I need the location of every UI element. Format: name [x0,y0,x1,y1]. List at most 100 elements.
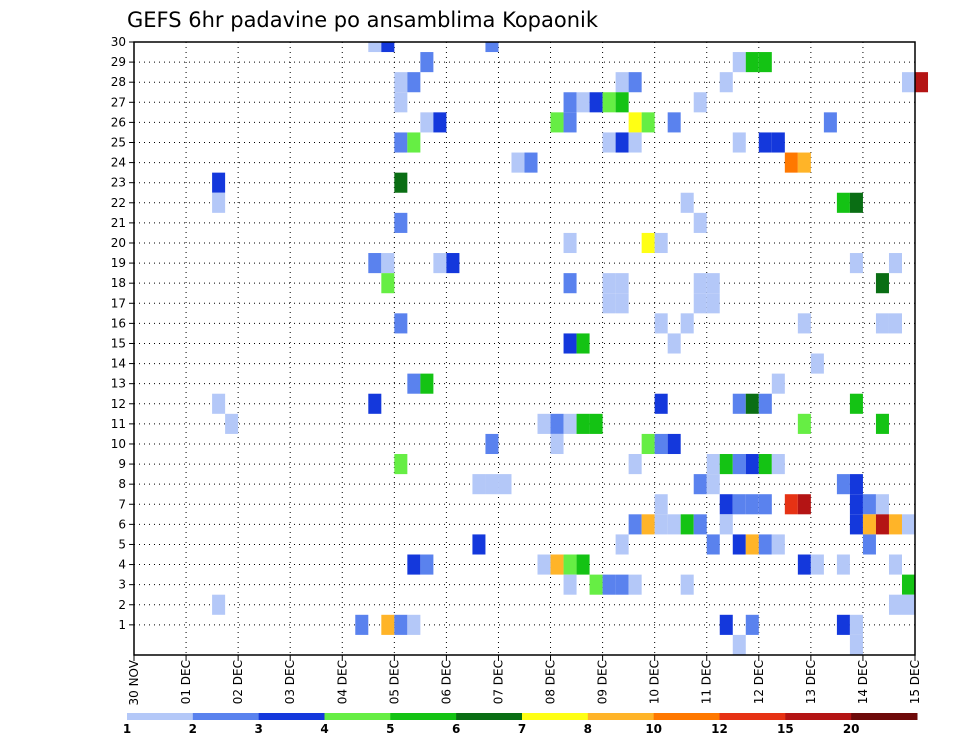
x-tick-label: 03 DEC [283,660,297,704]
y-tick-label: 15 [111,336,126,350]
heatmap-cell [212,393,226,414]
y-tick-label: 7 [118,497,126,511]
y-tick-label: 27 [111,95,126,109]
heatmap-cell [628,514,642,535]
heatmap-cell [615,132,629,153]
legend-label: 20 [843,722,860,736]
heatmap-cell [875,413,889,434]
heatmap-cell [563,112,577,133]
heatmap-cell [810,554,824,575]
legend-swatch [192,713,260,720]
heatmap-cell [420,112,434,133]
heatmap-cell [693,273,707,294]
heatmap-cell [550,413,564,434]
y-tick-label: 9 [118,457,126,471]
heatmap-cell [745,393,759,414]
heatmap-cell [641,232,655,254]
heatmap-cell [368,253,382,274]
heatmap-cell [771,373,785,394]
heatmap-cell [901,594,915,615]
heatmap-cell [849,192,863,213]
plot-frame [133,41,916,656]
heatmap-cell [836,554,850,575]
heatmap-cell [706,474,720,495]
heatmap-cell [368,393,382,414]
heatmap-cell [641,112,655,133]
legend-label: 15 [777,722,794,736]
heatmap-cell [602,273,616,294]
legend-label: 3 [254,722,262,736]
heatmap-cell [563,574,577,595]
heatmap-cell [589,413,603,434]
legend-label: 6 [452,722,460,736]
y-tick-label: 17 [111,296,126,310]
heatmap-cell [628,112,642,133]
heatmap-cell [849,393,863,414]
heatmap-cell [719,614,733,635]
heatmap-cell [589,92,603,113]
y-tick-label: 6 [118,517,126,531]
heatmap-cell [576,92,590,113]
legend-label: 7 [518,722,526,736]
heatmap-cell [888,554,902,575]
y-tick-label: 11 [111,417,126,431]
heatmap-cell [797,494,811,515]
y-axis: 1234567891011121314151617181920212223242… [111,35,134,632]
y-tick-label: 10 [111,437,126,451]
heatmap-cell [797,413,811,434]
color-legend: 1 2 3 4 5 6 7 8 10 12 15 20 [123,713,918,736]
heatmap-cell [888,594,902,615]
heatmap-cell [355,614,369,635]
heatmap-cell [719,454,733,475]
heatmap-cell [212,172,226,193]
heatmap-cell [667,514,681,535]
x-tick-label: 01 DEC [179,660,193,704]
heatmap-cell [394,92,408,113]
y-tick-label: 20 [111,236,126,250]
legend-label: 1 [123,722,131,736]
y-tick-label: 19 [111,256,126,270]
heatmap-cell [732,52,746,73]
heatmap-cell [433,253,447,274]
heatmap-cell [407,614,421,635]
heatmap-cell [745,614,759,635]
x-axis: 30 NOV 01 DEC 02 DEC 03 DEC 04 DEC 05 DEC 06 D… [127,655,922,706]
heatmap-cell [667,433,681,455]
y-tick-label: 16 [111,316,126,330]
heatmap-cell [797,313,811,334]
legend-label: 8 [584,722,592,736]
legend-label: 2 [189,722,197,736]
heatmap-cell [758,393,772,414]
heatmap-cell [654,393,668,414]
heatmap-cell [862,494,876,515]
heatmap-cell [420,373,434,394]
heatmap-cell [797,152,811,173]
heatmap-cell [901,72,915,93]
heatmap-cell [875,494,889,515]
y-tick-label: 26 [111,115,126,129]
x-tick-label: 12 DEC [752,660,766,704]
y-tick-label: 8 [118,477,126,491]
heatmap-cell [849,614,863,635]
heatmap-cell [849,494,863,515]
data-cells [212,42,929,655]
heatmap-cell [706,293,720,314]
heatmap-cell [758,454,772,475]
heatmap-cell [888,313,902,334]
heatmap-cell [706,534,720,555]
heatmap-cell [797,554,811,575]
heatmap-cell [719,494,733,515]
y-tick-label: 24 [111,156,126,170]
x-tick-label: 11 DEC [700,660,714,704]
heatmap-cell [615,534,629,555]
y-tick-label: 29 [111,55,126,69]
x-tick-label: 02 DEC [231,660,245,704]
heatmap-cell [901,574,915,595]
y-tick-label: 22 [111,196,126,210]
y-tick-label: 4 [118,558,126,572]
legend-swatch [324,713,391,720]
heatmap-cell [706,454,720,475]
heatmap-cell [498,474,512,495]
heatmap-cell [433,112,447,133]
